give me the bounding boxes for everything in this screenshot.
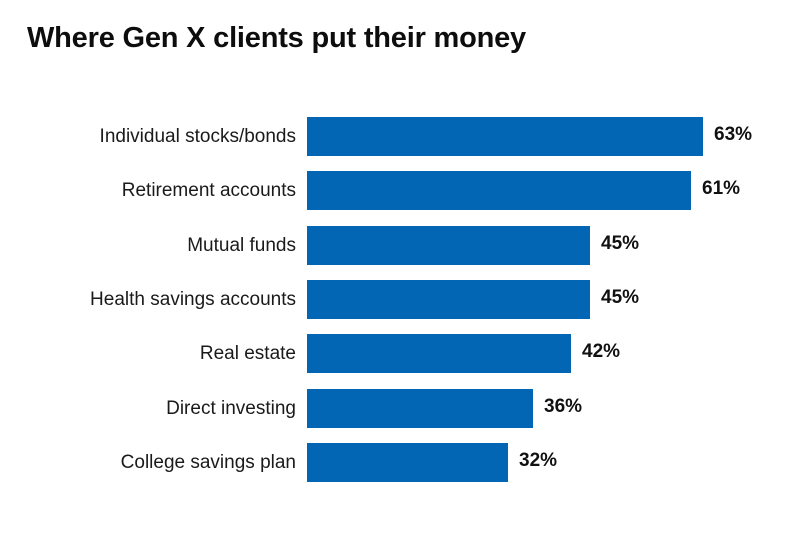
bar-row: Health savings accounts 45%: [0, 280, 811, 319]
value-label: 45%: [601, 287, 640, 308]
category-label: Retirement accounts: [121, 180, 296, 201]
category-label: Health savings accounts: [90, 289, 296, 310]
category-label: Direct investing: [166, 398, 296, 419]
bar-row: College savings plan 32%: [0, 443, 811, 482]
bar: [307, 280, 590, 319]
category-label: Mutual funds: [187, 235, 296, 256]
bar: [307, 171, 691, 210]
bar: [307, 334, 571, 373]
bar: [307, 389, 533, 428]
value-label: 32%: [519, 450, 558, 471]
value-label: 36%: [544, 396, 583, 417]
category-label: College savings plan: [120, 452, 296, 473]
value-label: 63%: [714, 124, 753, 145]
bar-row: Mutual funds 45%: [0, 226, 811, 265]
bar: [307, 117, 703, 156]
category-label: Real estate: [199, 343, 296, 364]
bar: [307, 226, 590, 265]
bar-row: Individual stocks/bonds 63%: [0, 117, 811, 156]
value-label: 61%: [702, 178, 741, 199]
value-label: 45%: [601, 233, 640, 254]
bar-row: Retirement accounts 61%: [0, 171, 811, 210]
category-label: Individual stocks/bonds: [99, 126, 296, 147]
bar: [307, 443, 508, 482]
chart-title: Where Gen X clients put their money: [27, 22, 526, 54]
bar-row: Real estate 42%: [0, 334, 811, 373]
value-label: 42%: [582, 341, 621, 362]
bar-row: Direct investing 36%: [0, 389, 811, 428]
